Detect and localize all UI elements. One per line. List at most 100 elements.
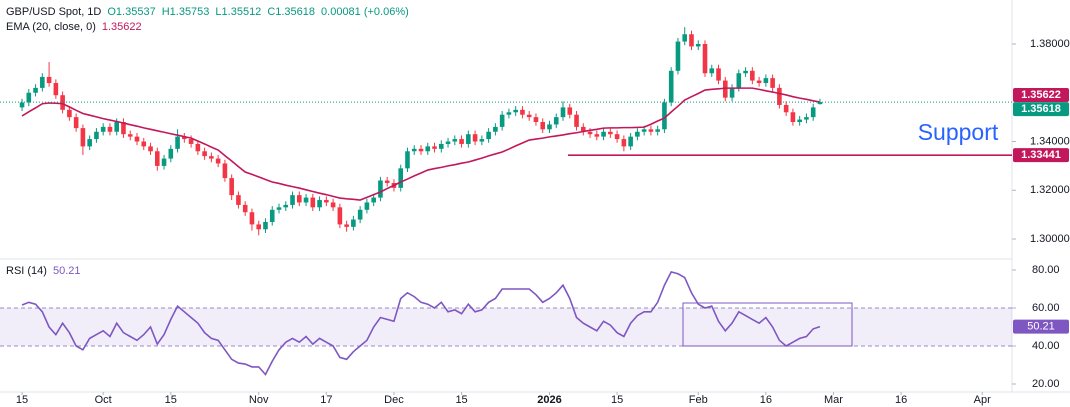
candle-body — [459, 139, 464, 144]
symbol-name: GBP/USD Spot, 1D — [6, 6, 101, 18]
candle-body — [499, 114, 505, 127]
y-tick-label: 1.34000 — [1030, 135, 1070, 147]
candle-body — [432, 146, 437, 149]
candle-body — [296, 195, 302, 203]
ohlc-value: H1.35753 — [162, 6, 210, 18]
candle-body — [716, 68, 721, 81]
ema-name: EMA (20, close, 0) — [6, 21, 96, 33]
price-pane: Support — [0, 27, 1012, 236]
candle-body — [743, 70, 748, 74]
rsi-value-label: 50.21 — [1027, 321, 1055, 333]
candle-body — [263, 221, 268, 230]
ema-value: 1.35622 — [102, 21, 142, 33]
candle-body — [445, 141, 451, 144]
y-tick-label: 1.38000 — [1030, 38, 1070, 50]
candle-body — [783, 104, 789, 113]
candle-body — [317, 200, 322, 208]
candle-body — [466, 134, 471, 144]
candle-body — [209, 156, 214, 159]
y-tick-label: 80.00 — [1032, 264, 1060, 276]
candle-body — [33, 87, 38, 93]
candle-body — [810, 107, 816, 118]
candle-body — [222, 163, 228, 179]
candle-body — [310, 197, 316, 208]
x-tick-label: 15 — [455, 394, 467, 406]
candle-body — [763, 78, 769, 84]
candle-body — [249, 212, 255, 225]
candle-body — [46, 76, 52, 84]
candle-body — [236, 195, 241, 205]
candle-body — [141, 141, 147, 147]
candle-body — [303, 197, 309, 203]
candle-body — [513, 109, 518, 113]
y-tick-label: 1.32000 — [1030, 184, 1070, 196]
rsi-value-box — [1013, 319, 1069, 334]
candle-body — [73, 117, 79, 129]
price-label: 1.35622 — [1021, 89, 1061, 101]
price-label: 1.35618 — [1021, 103, 1061, 115]
legend: GBP/USD Spot, 1D O1.35537 H1.35753 L1.35512… — [6, 6, 409, 277]
candle-body — [330, 202, 336, 208]
candle-body — [668, 70, 674, 103]
candle-body — [175, 136, 180, 149]
candle-body — [756, 80, 762, 84]
ema-legend: EMA (20, close, 0) 1.35622 — [6, 21, 142, 33]
candle-body — [114, 122, 120, 132]
candle-body — [540, 122, 546, 130]
x-tick-label: Apr — [974, 394, 991, 406]
candle-body — [648, 129, 654, 132]
symbol-title: GBP/USD Spot, 1D O1.35537 H1.35753 L1.35512… — [6, 6, 409, 18]
candle-body — [121, 122, 126, 135]
candle-body — [127, 134, 133, 137]
candle-body — [188, 139, 194, 144]
candle-body — [472, 134, 478, 142]
support-annotation: Support — [918, 119, 999, 145]
candle-body — [621, 139, 627, 147]
candle-body — [594, 134, 600, 137]
axes: 15 Oct 15 Nov 17 Dec 15 2026 15 Feb 16 Mar 16 Apr 1.30… — [16, 38, 1070, 406]
candle-body — [324, 200, 329, 203]
candle-body — [425, 146, 431, 152]
candle-body — [608, 131, 613, 135]
x-tick-label: Oct — [95, 394, 112, 406]
candle-body — [19, 102, 25, 108]
candle-body — [675, 41, 681, 71]
candle-body — [486, 131, 491, 140]
candle-body — [635, 131, 640, 137]
candle-body — [67, 109, 72, 118]
candle-body — [107, 126, 113, 132]
candle-body — [438, 143, 444, 149]
candle-body — [182, 136, 187, 140]
x-tick-label: 15 — [165, 394, 177, 406]
candle-body — [722, 80, 728, 98]
candle-body — [709, 68, 715, 74]
rsi-value: 50.21 — [53, 265, 81, 277]
candle-body — [378, 180, 383, 198]
candle-body — [750, 70, 755, 81]
candle-body — [344, 224, 349, 227]
candle-body — [87, 139, 92, 147]
y-tick-label: 40.00 — [1032, 340, 1060, 352]
rsi-name: RSI (14) — [6, 265, 47, 277]
x-tick-label: Mar — [824, 394, 843, 406]
candle-body — [797, 119, 802, 123]
candle-body — [418, 148, 424, 152]
x-tick-label: 15 — [16, 394, 28, 406]
ohlc-value: C1.35618 — [267, 6, 315, 18]
candle-body — [405, 151, 410, 169]
candle-body — [520, 109, 525, 115]
series-line — [21, 87, 821, 201]
candle-body — [580, 126, 586, 132]
candle-body — [804, 117, 809, 120]
x-tick-label: 17 — [320, 394, 332, 406]
x-tick-label: Nov — [249, 394, 269, 406]
rsi-legend: RSI (14) 50.21 — [6, 265, 81, 277]
candle-body — [256, 224, 262, 230]
candle-body — [628, 136, 633, 147]
candle-body — [641, 129, 647, 132]
candle-body — [40, 76, 45, 88]
x-tick-label: Feb — [689, 394, 708, 406]
candle-body — [168, 148, 174, 159]
